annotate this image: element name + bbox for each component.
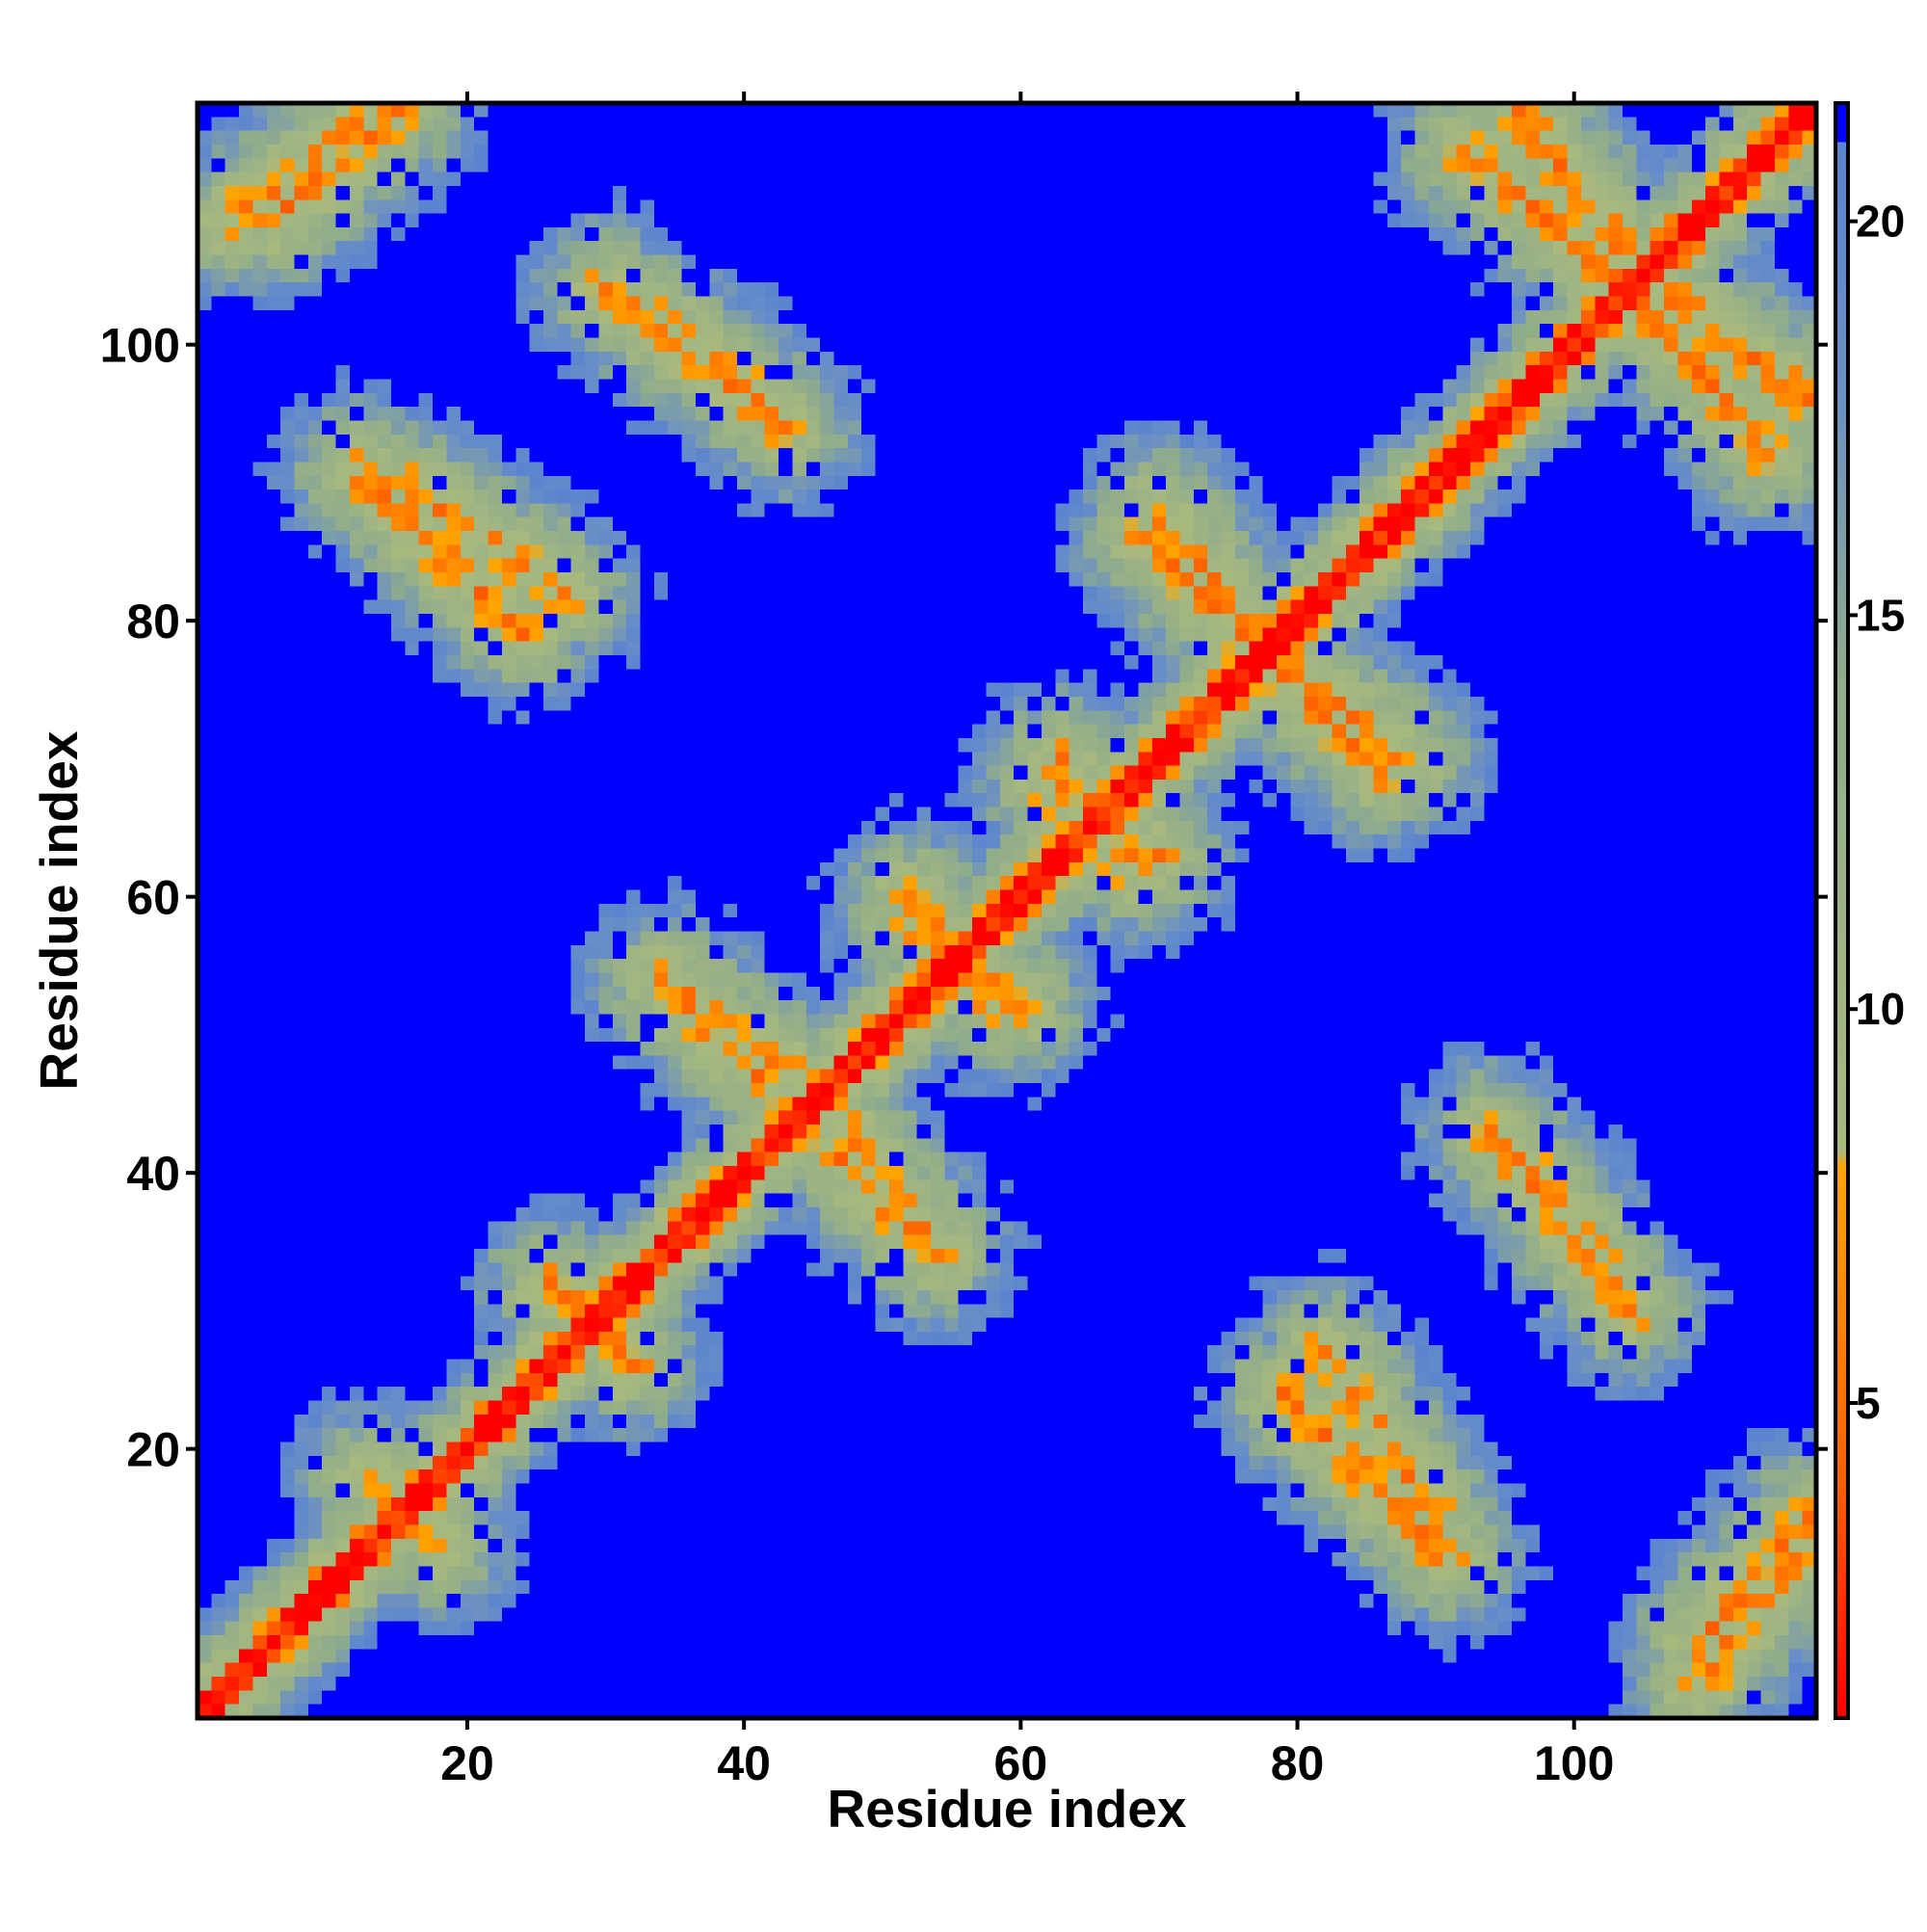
y-tick-label: 100: [100, 319, 180, 373]
y-axis-title: Residue index: [29, 730, 89, 1090]
x-axis-title: Residue index: [828, 1779, 1187, 1839]
colorbar-tick-label: 20: [1856, 197, 1905, 247]
colorbar-tick-label: 10: [1856, 984, 1905, 1034]
heatmap-cells: [198, 103, 1816, 1718]
colorbar: [1834, 101, 1850, 1720]
colorbar-tick-label: 5: [1856, 1378, 1881, 1428]
x-tick-label: 100: [1534, 1736, 1614, 1790]
y-axis-ticks: 20 40 60 80 100: [100, 319, 1828, 1477]
y-tick-label: 40: [126, 1147, 180, 1201]
colorbar-tick-label: 15: [1856, 590, 1905, 640]
x-tick-label: 20: [440, 1736, 494, 1790]
colorbar-ticks: 5 10 15 20: [1848, 197, 1905, 1428]
y-tick-label: 80: [126, 595, 180, 648]
x-axis-ticks: 20 40 60 80 100: [440, 92, 1614, 1790]
x-tick-label: 40: [717, 1736, 771, 1790]
plot-frame: [195, 100, 1819, 1721]
y-tick-label: 60: [126, 871, 180, 925]
y-tick-label: 20: [126, 1423, 180, 1477]
x-tick-label: 80: [1271, 1736, 1325, 1790]
x-tick-label: 60: [994, 1736, 1048, 1790]
